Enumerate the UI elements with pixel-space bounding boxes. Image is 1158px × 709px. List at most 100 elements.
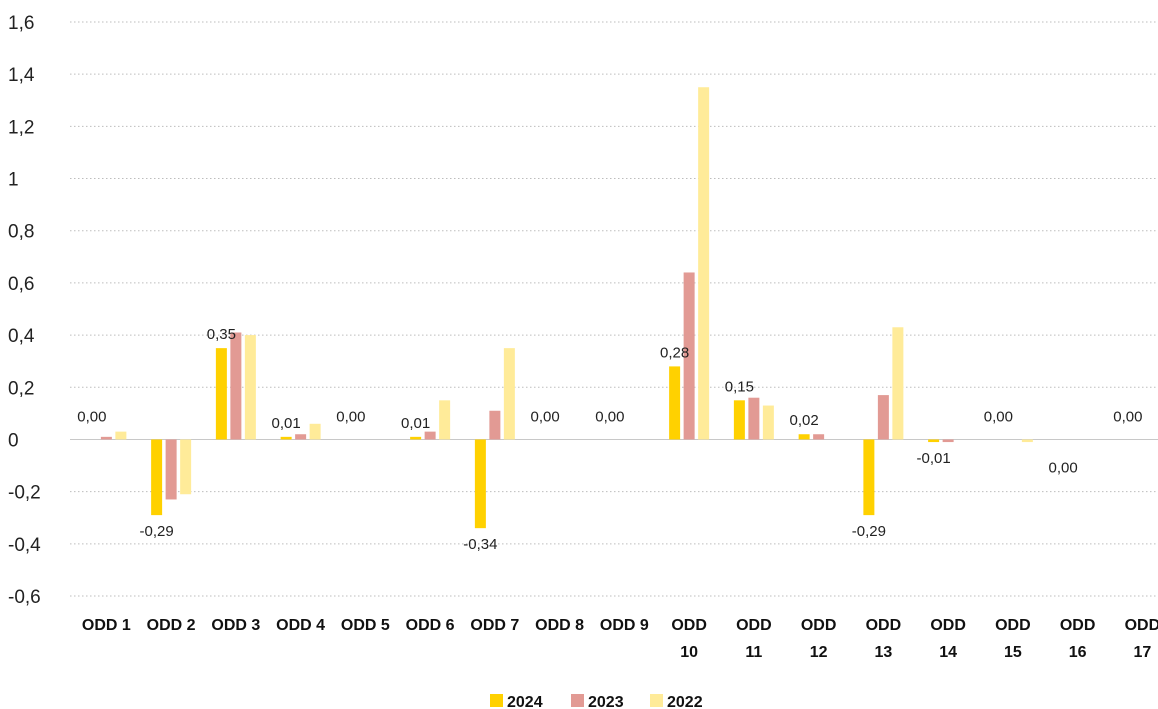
x-tick-label: ODD 12: [801, 617, 837, 661]
y-tick-label: 0: [8, 430, 19, 451]
legend-label-2024: 2024: [507, 694, 543, 709]
x-tick-label: ODD 3: [211, 617, 260, 634]
x-tick-label-line: ODD 6: [406, 617, 455, 634]
x-tick-label: ODD 11: [736, 617, 772, 661]
data-label-2024-2: -0,29: [140, 523, 174, 540]
x-tick-label: ODD 13: [866, 617, 902, 661]
x-tick-label-line: ODD 4: [276, 617, 325, 634]
bars: [100, 87, 1033, 529]
x-tick-label-line: 14: [939, 644, 957, 661]
x-tick-label: ODD 4: [276, 617, 325, 634]
x-tick-label-line: ODD: [671, 617, 707, 634]
x-tick-label-line: 15: [1004, 644, 1022, 661]
data-label-2024-4: 0,01: [272, 415, 301, 432]
bar-2022-10: [698, 87, 710, 440]
x-tick-label: ODD 14: [930, 617, 966, 661]
data-label-2024-7: -0,34: [463, 536, 497, 553]
legend-swatch-2022: [650, 694, 663, 707]
y-axis-tick-labels: 1,6 1,4 1,2 1 0,8 0,6 0,4 0,2 0 -0,2 -0,4 -0,6: [8, 13, 41, 608]
bar-2022-7: [503, 348, 515, 440]
bar-2022-1: [115, 431, 127, 440]
bar-2022-3: [244, 335, 256, 440]
bar-2024-6: [410, 436, 422, 440]
bar-2024-13: [863, 439, 875, 516]
bar-2022-4: [309, 423, 321, 440]
legend-label-2022: 2022: [667, 694, 703, 709]
gridlines: [70, 21, 1158, 597]
data-label-2024-11: 0,15: [725, 378, 754, 395]
y-tick-label: -0,2: [8, 483, 41, 504]
x-tick-label-line: ODD: [995, 617, 1031, 634]
bar-2023-3: [230, 332, 242, 440]
bar-2022-13: [892, 327, 904, 440]
y-tick-label: 1,6: [8, 13, 34, 34]
data-label-2024-6: 0,01: [401, 415, 430, 432]
x-tick-label-line: ODD: [1060, 617, 1096, 634]
x-tick-label-line: ODD 2: [147, 617, 196, 634]
data-label-2024-12: 0,02: [790, 412, 819, 429]
bar-2023-13: [877, 395, 889, 440]
bar-2024-7: [474, 439, 486, 529]
x-tick-label-line: 16: [1069, 644, 1087, 661]
bar-2023-2: [165, 439, 177, 500]
data-label-2024-16: 0,00: [1049, 459, 1078, 476]
x-tick-label: ODD 16: [1060, 617, 1096, 661]
data-labels: 0,00 -0,29 0,35 0,01 0,00 0,01 -0,34 0,00 0,00 0,…: [77, 326, 1142, 553]
x-tick-label-line: 11: [745, 644, 762, 661]
bar-2022-15: [1021, 439, 1033, 443]
y-tick-label: 1,4: [8, 65, 35, 86]
x-tick-label: ODD 17: [1125, 617, 1158, 661]
y-tick-label: 0,6: [8, 274, 34, 295]
x-tick-label-line: ODD: [1125, 617, 1158, 634]
bar-2023-12: [813, 434, 825, 440]
data-label-2024-5: 0,00: [336, 408, 365, 425]
data-label-2024-9: 0,00: [595, 408, 624, 425]
bar-2023-11: [748, 397, 760, 440]
x-tick-label: ODD 7: [470, 617, 519, 634]
bar-2022-6: [439, 400, 451, 440]
bar-2023-10: [683, 272, 695, 440]
x-tick-label-line: ODD 3: [211, 617, 260, 634]
x-tick-label-line: ODD: [736, 617, 772, 634]
bar-2024-3: [215, 348, 227, 440]
x-tick-label-line: 17: [1133, 644, 1151, 661]
bar-2023-1: [100, 436, 112, 440]
x-tick-label: ODD 1: [82, 617, 131, 634]
x-tick-label-line: 12: [810, 644, 828, 661]
x-tick-label: ODD 5: [341, 617, 390, 634]
x-tick-label-line: ODD: [866, 617, 902, 634]
data-label-2024-3: 0,35: [207, 326, 236, 343]
x-tick-label: ODD 15: [995, 617, 1031, 661]
legend: 2024 2023 2022: [490, 694, 703, 709]
data-label-2024-15: 0,00: [984, 408, 1013, 425]
y-tick-label: 1: [8, 170, 19, 191]
legend-swatch-2023: [571, 694, 584, 707]
bar-2024-12: [798, 434, 810, 440]
y-tick-label: 1,2: [8, 117, 34, 138]
y-tick-label: -0,6: [8, 587, 41, 608]
data-label-2024-14: -0,01: [917, 450, 951, 467]
data-label-2024-8: 0,00: [531, 408, 560, 425]
legend-label-2023: 2023: [588, 694, 624, 709]
legend-swatch-2024: [490, 694, 503, 707]
x-tick-label-line: ODD: [930, 617, 966, 634]
bar-2022-11: [762, 405, 774, 440]
x-tick-label-line: ODD 7: [470, 617, 519, 634]
bar-2023-4: [295, 434, 307, 440]
data-label-2024-1: 0,00: [77, 408, 106, 425]
bar-2023-6: [424, 431, 436, 440]
bar-2022-2: [180, 439, 192, 495]
y-tick-label: 0,4: [8, 326, 35, 347]
x-tick-label: ODD 6: [406, 617, 455, 634]
x-tick-label-line: ODD 1: [82, 617, 131, 634]
bar-2024-2: [151, 439, 163, 516]
bar-2023-7: [489, 410, 501, 440]
x-tick-label-line: ODD: [801, 617, 837, 634]
data-label-2024-17: 0,00: [1113, 408, 1142, 425]
x-tick-label-line: 10: [680, 644, 698, 661]
x-tick-label-line: ODD 8: [535, 617, 584, 634]
bar-2024-14: [928, 439, 940, 443]
data-label-2024-10: 0,28: [660, 344, 689, 361]
data-label-2024-13: -0,29: [852, 523, 886, 540]
